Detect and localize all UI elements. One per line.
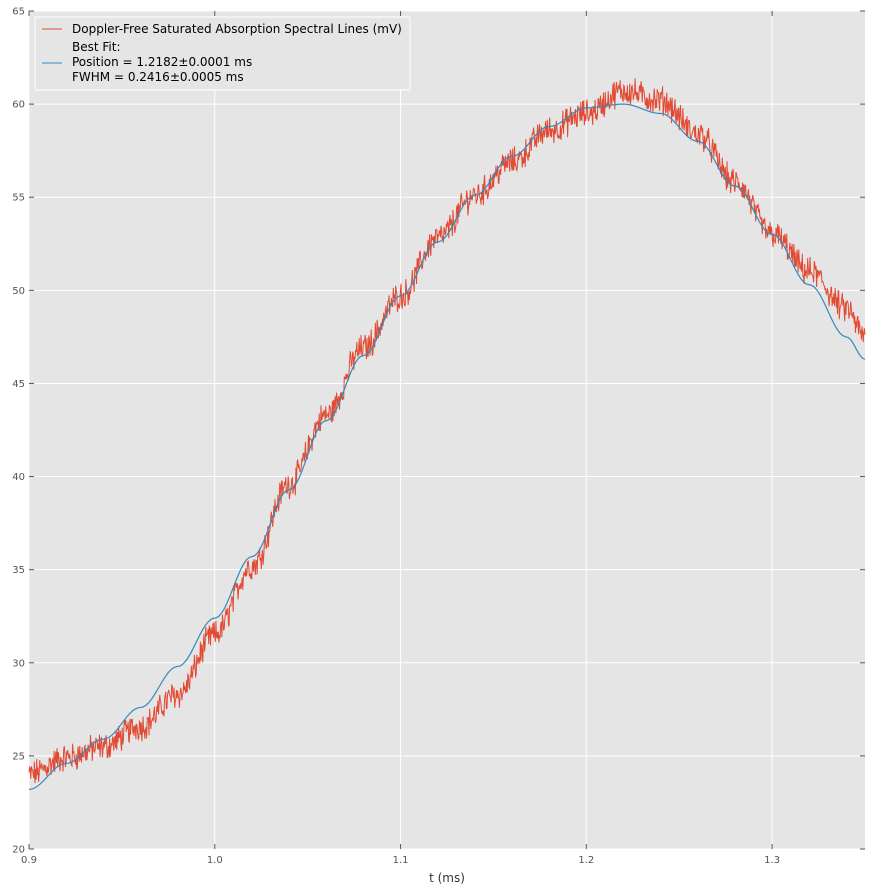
legend-label-fit-line: FWHM = 0.2416±0.0005 ms: [72, 70, 244, 84]
legend-box: [34, 16, 411, 91]
legend-label-fit-line: Position = 1.2182±0.0001 ms: [72, 55, 252, 69]
x-tick-label: 1.0: [207, 855, 223, 866]
fit-series-line: [28, 103, 866, 791]
y-tick-label: 25: [12, 751, 25, 762]
data-series-line: [28, 78, 866, 784]
y-tick-label: 40: [12, 472, 25, 483]
legend: Doppler-Free Saturated Absorption Spectr…: [34, 16, 411, 91]
series-layer: [28, 78, 866, 791]
y-tick-label: 55: [12, 193, 25, 204]
x-tick-label: 1.2: [578, 855, 594, 866]
y-tick-label: 50: [12, 286, 25, 297]
grid: [28, 10, 865, 850]
x-axis-label: t (ms): [429, 871, 465, 885]
legend-label-data: Doppler-Free Saturated Absorption Spectr…: [72, 22, 402, 36]
legend-label-fit-line: Best Fit:: [72, 40, 121, 54]
y-tick-label: 60: [12, 100, 25, 111]
y-tick-label: 35: [12, 565, 25, 576]
x-tick-label: 0.9: [21, 855, 37, 866]
x-tick-label: 1.3: [764, 855, 780, 866]
axis-ticks: 0.9 1.0 1.1 1.2 1.3 20 25 30 35 40 45 50 55 60 65: [12, 7, 865, 866]
y-tick-label: 30: [12, 658, 25, 669]
x-tick-label: 1.1: [393, 855, 409, 866]
y-tick-label: 65: [12, 7, 25, 18]
plot-background: [29, 11, 865, 849]
y-tick-label: 45: [12, 379, 25, 390]
y-tick-label: 20: [12, 845, 25, 856]
